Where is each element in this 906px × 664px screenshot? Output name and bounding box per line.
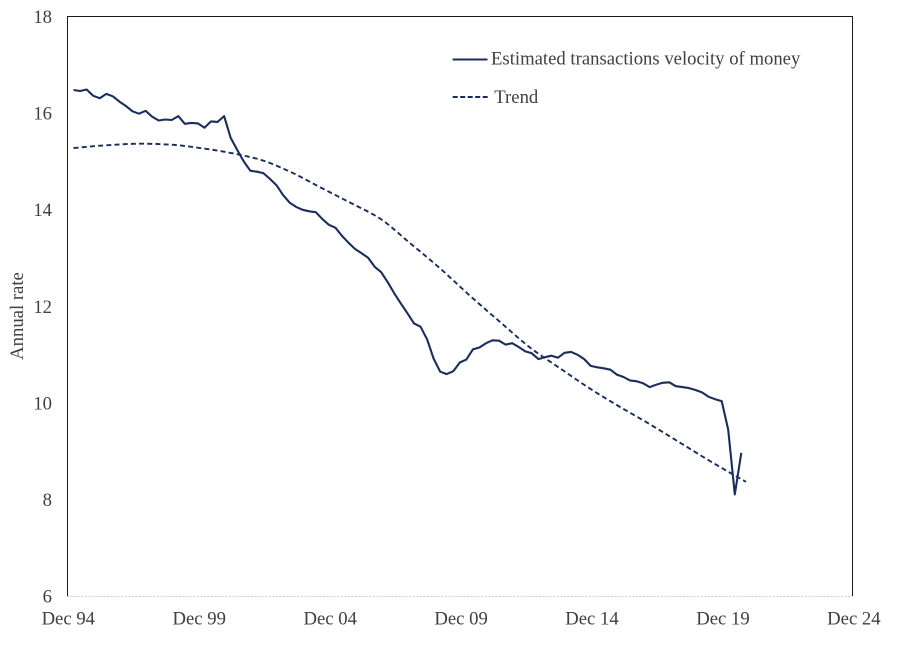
- svg-text:Trend: Trend: [494, 87, 539, 108]
- svg-text:Dec 24: Dec 24: [827, 609, 881, 630]
- svg-text:Dec 09: Dec 09: [434, 609, 487, 630]
- svg-text:Dec 94: Dec 94: [42, 609, 96, 630]
- svg-text:10: 10: [33, 393, 52, 414]
- svg-text:18: 18: [33, 7, 52, 28]
- svg-text:6: 6: [43, 587, 52, 608]
- svg-text:14: 14: [33, 200, 52, 221]
- svg-text:Annual rate: Annual rate: [7, 272, 28, 360]
- svg-text:12: 12: [33, 297, 52, 318]
- svg-text:Dec 14: Dec 14: [565, 609, 619, 630]
- svg-text:Dec 04: Dec 04: [303, 609, 357, 630]
- svg-text:8: 8: [43, 490, 52, 511]
- svg-text:Dec 19: Dec 19: [696, 609, 749, 630]
- svg-text:16: 16: [33, 104, 52, 125]
- svg-text:Estimated transactions velocit: Estimated transactions velocity of money: [491, 49, 801, 70]
- svg-text:Dec 99: Dec 99: [172, 609, 225, 630]
